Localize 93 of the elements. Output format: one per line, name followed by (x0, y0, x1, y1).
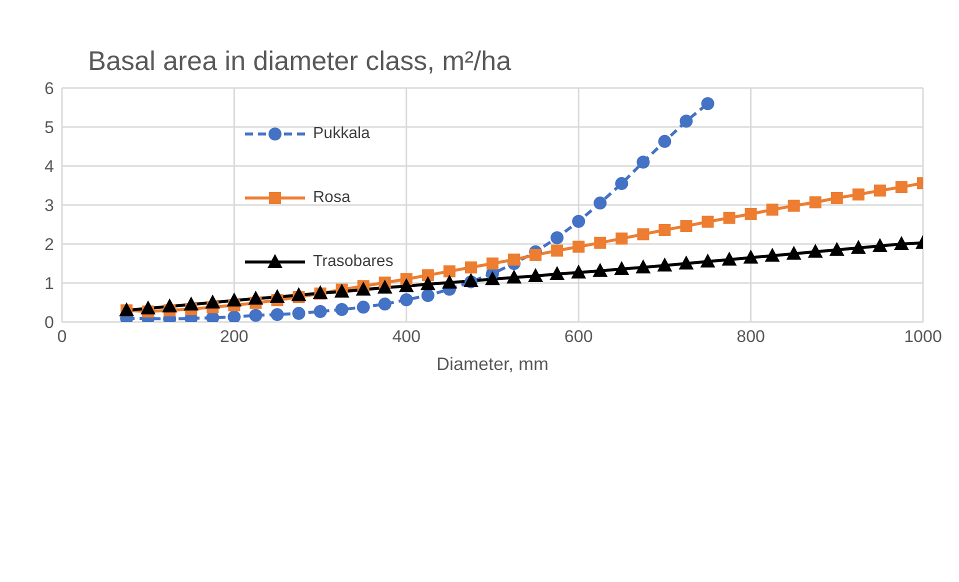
point (592, 262, 608, 277)
legend-label: Trasobares (313, 253, 394, 271)
point (572, 214, 586, 228)
y-tick-label: 4 (44, 157, 54, 176)
point (398, 278, 414, 292)
point (291, 287, 306, 302)
point (248, 290, 264, 305)
point (702, 216, 714, 228)
point (226, 292, 242, 307)
point (616, 232, 628, 245)
x-tick-label: 800 (736, 327, 765, 346)
point (356, 282, 371, 296)
point (700, 254, 716, 268)
point (140, 300, 156, 314)
point (701, 97, 714, 110)
point (678, 256, 694, 270)
x-tick-label: 200 (220, 327, 248, 346)
x-tick-label: 400 (392, 327, 421, 346)
x-axis-title: Diameter, mm (436, 354, 549, 374)
point (571, 264, 586, 278)
point (205, 294, 220, 308)
point (506, 270, 522, 284)
point (270, 308, 284, 322)
point (421, 288, 434, 302)
point (508, 254, 520, 266)
y-tick-label: 5 (44, 118, 54, 138)
point (874, 184, 886, 197)
point (809, 196, 822, 208)
legend-label: Pukkala (313, 125, 370, 143)
point (270, 289, 285, 304)
point (335, 303, 348, 316)
point (852, 188, 864, 200)
point (788, 200, 800, 212)
y-tick-label: 3 (44, 196, 54, 216)
point (657, 257, 672, 272)
point (422, 269, 434, 282)
point (162, 298, 178, 312)
point (680, 220, 692, 232)
x-tick-label: 600 (564, 327, 593, 346)
point (895, 181, 908, 194)
point (680, 114, 693, 128)
point (594, 236, 606, 249)
point (485, 271, 500, 286)
point (872, 238, 888, 252)
point (829, 242, 844, 256)
y-tick-label: 6 (44, 79, 54, 98)
point (184, 296, 199, 310)
point (786, 246, 802, 260)
point (766, 204, 778, 216)
point (486, 258, 498, 270)
point (722, 252, 737, 266)
point (614, 260, 630, 275)
point (636, 259, 651, 274)
point (637, 228, 650, 240)
point (636, 156, 650, 169)
point (551, 244, 564, 257)
point (314, 304, 327, 318)
point (530, 248, 542, 261)
point (658, 224, 671, 236)
y-tick-label: 2 (44, 235, 54, 254)
point (550, 266, 565, 280)
point (723, 212, 736, 224)
point (830, 192, 843, 204)
point (850, 240, 866, 254)
x-tick-label: 0 (57, 327, 67, 346)
point (442, 274, 457, 289)
point (894, 236, 909, 250)
point (464, 261, 477, 274)
point (744, 208, 757, 220)
point (764, 248, 780, 262)
point (249, 308, 262, 322)
point (228, 310, 241, 322)
x-tick-label: 1000 (904, 327, 942, 346)
point (312, 285, 328, 300)
point (550, 231, 564, 244)
point (292, 306, 306, 320)
point (808, 244, 823, 258)
point (594, 196, 607, 210)
point (572, 240, 585, 253)
point (356, 300, 370, 314)
chart-title: Basal area in diameter class, m²/ha (88, 46, 512, 77)
point (378, 298, 392, 311)
point (377, 280, 392, 294)
point (420, 276, 436, 290)
point (528, 268, 544, 282)
point (400, 293, 413, 306)
point (443, 265, 456, 278)
y-tick-label: 0 (44, 313, 54, 332)
point (658, 134, 672, 148)
legend-label: Rosa (313, 189, 350, 207)
point (743, 250, 758, 264)
y-tick-label: 1 (44, 274, 54, 294)
point (615, 177, 628, 190)
